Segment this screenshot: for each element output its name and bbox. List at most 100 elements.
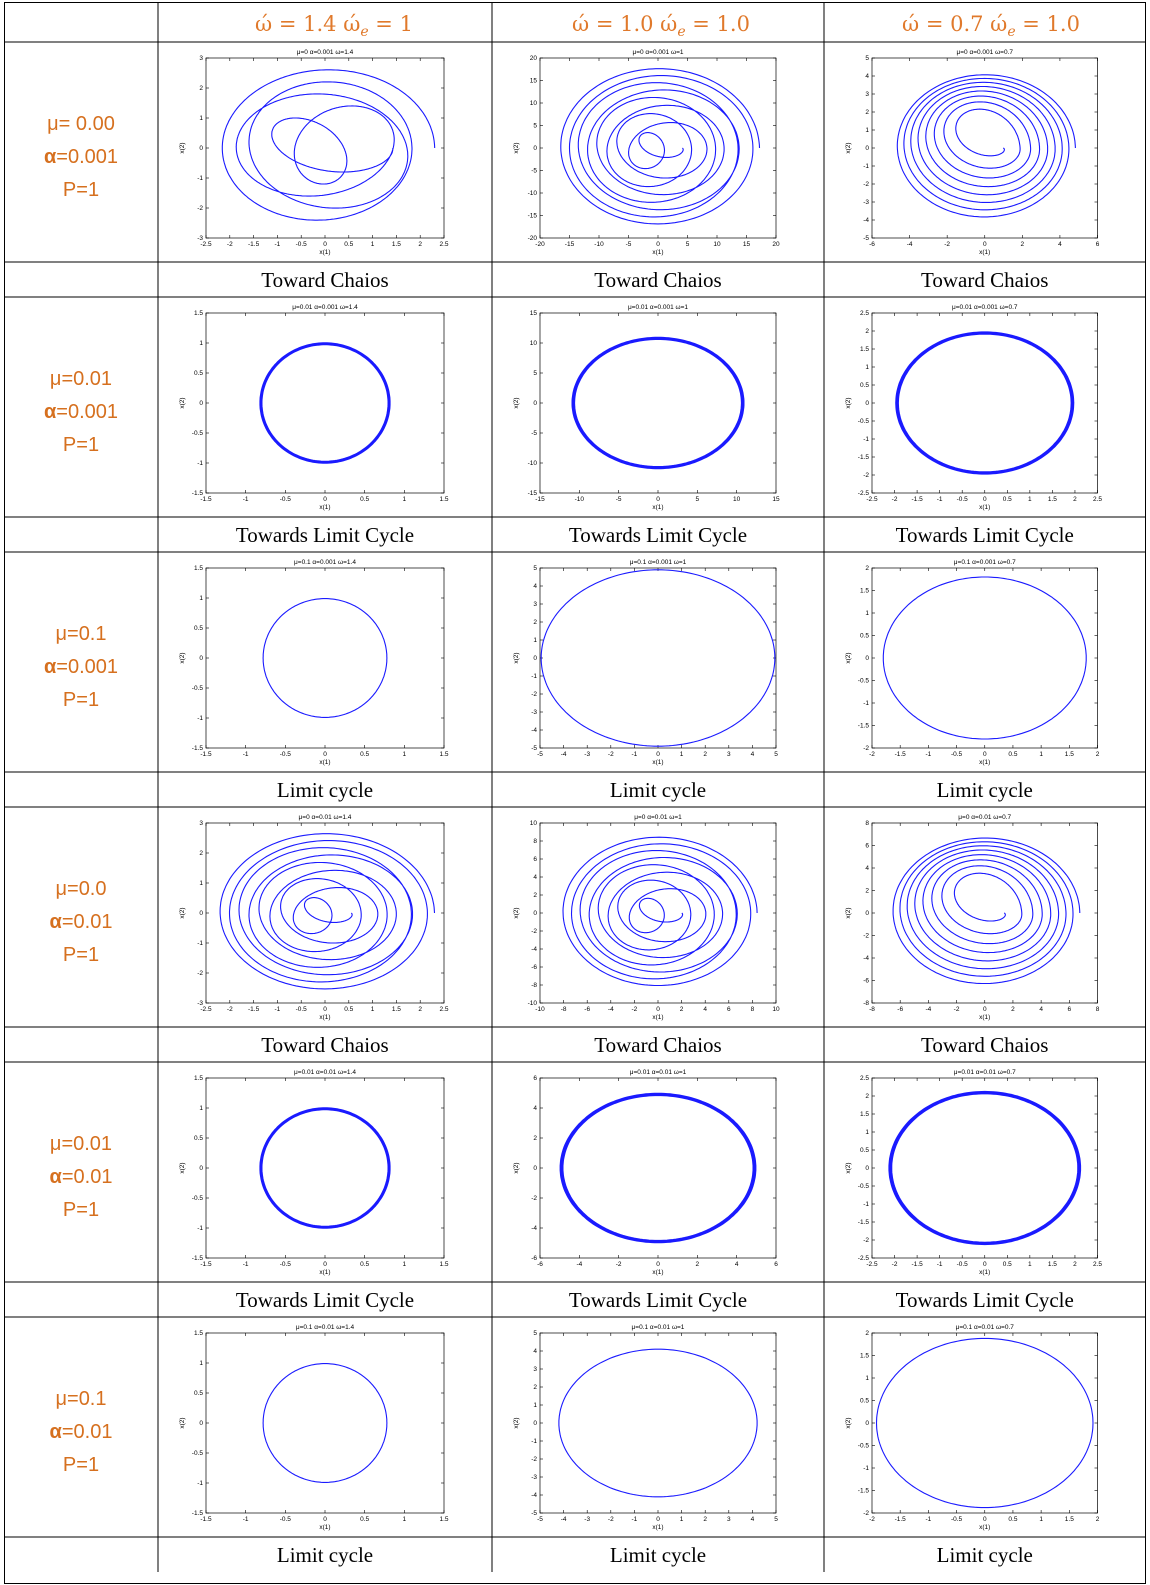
x-tick-label: 0 (323, 1261, 327, 1268)
behavior-caption: Limit cycle (277, 1543, 373, 1567)
y-tick-label: 1 (199, 1105, 203, 1112)
y-tick-label: -0.5 (192, 1195, 204, 1202)
header-col3: ώ = 0.7 ώe = 1.0 (902, 12, 1080, 40)
y-tick-label: -2 (531, 1195, 537, 1202)
y-tick-label: 1 (199, 1360, 203, 1367)
y-tick-label: -2 (863, 1237, 869, 1244)
x-tick-label: -0.5 (951, 1516, 963, 1523)
y-tick-label: 3 (533, 601, 537, 608)
x-tick-label: -0.5 (957, 1261, 969, 1268)
alpha-value: =0.001 (56, 656, 118, 678)
y-tick-label: -5 (531, 1510, 537, 1517)
x-tick-label: 2 (1011, 1006, 1015, 1013)
y-tick-label: 0 (199, 910, 203, 917)
x-tick-label: -0.5 (951, 751, 963, 758)
x-tick-label: 1.5 (1048, 1261, 1057, 1268)
y-axis-label: x(2) (179, 1162, 186, 1173)
trajectory-curve (896, 74, 1076, 218)
row-label-alpha: α=0.001 (44, 656, 118, 678)
header-col1: ώ = 1.4 ώe = 1 (255, 12, 413, 40)
x-tick-label: -2.5 (200, 241, 212, 248)
y-tick-label: -2 (863, 1510, 869, 1517)
y-tick-label: -1 (197, 715, 203, 722)
phase-plot: μ=0.01 α=0.01 ω=1 -6 -4 -2 0 2 4 6 -6 -4 -2 0 2 4 6 x(1… (513, 1069, 778, 1276)
y-tick-label: 2 (865, 109, 869, 116)
x-axis-label: x(1) (652, 1269, 663, 1276)
plot-title: μ=0.01 α=0.001 ω=1.4 (292, 304, 358, 311)
y-tick-label: -5 (531, 430, 537, 437)
x-tick-label: -2 (227, 241, 233, 248)
y-tick-label: 2.5 (860, 310, 869, 317)
y-tick-label: -1.5 (858, 1219, 870, 1226)
alpha-value: =0.001 (56, 146, 118, 168)
y-tick-label: -1.5 (858, 454, 870, 461)
x-tick-label: 0.5 (344, 241, 353, 248)
alpha-value: =0.001 (56, 401, 118, 423)
x-tick-label: 0 (656, 751, 660, 758)
phase-plot: μ=0.1 α=0.001 ω=1.4 -1.5 -1 -0.5 0 0.5 1 1.5 -1.… (179, 559, 449, 766)
y-tick-label: -2.5 (858, 490, 870, 497)
y-tick-label: -5 (531, 745, 537, 752)
behavior-caption: Toward Chaios (921, 268, 1048, 292)
x-axis-label: x(1) (319, 1524, 330, 1531)
y-tick-label: -6 (531, 964, 537, 971)
plot-title: μ=0 α=0.01 ω=0.7 (958, 814, 1011, 821)
row-label-p: P=1 (63, 689, 99, 711)
phase-plot: μ=0.1 α=0.001 ω=1 -5 -4 -3 -2 -1 0 1 2 3 4 5 -5 -4 -3 -… (513, 559, 778, 766)
x-tick-label: 1.5 (1048, 496, 1057, 503)
x-tick-label: 0 (323, 241, 327, 248)
x-tick-label: 0 (323, 496, 327, 503)
y-tick-label: 1 (199, 340, 203, 347)
x-tick-label: -1.5 (200, 751, 212, 758)
plot-title: μ=0 α=0.01 ω=1 (634, 814, 682, 821)
x-tick-label: -0.5 (280, 1261, 292, 1268)
y-tick-label: 10 (530, 820, 538, 827)
y-tick-label: 1.5 (194, 1330, 203, 1337)
x-tick-label: -0.5 (280, 1516, 292, 1523)
y-tick-label: 0 (199, 400, 203, 407)
x-tick-label: -2 (869, 751, 875, 758)
plot-axes-box (871, 567, 1098, 749)
x-tick-label: 6 (1096, 241, 1100, 248)
y-axis-label: x(2) (845, 652, 852, 663)
y-tick-label: -5 (531, 168, 537, 175)
x-tick-label: 1.5 (392, 241, 401, 248)
y-tick-label: 0 (533, 400, 537, 407)
x-tick-label: 0 (983, 751, 987, 758)
y-tick-label: -1.5 (192, 490, 204, 497)
plot-title: μ=0.01 α=0.01 ω=1.4 (294, 1069, 356, 1076)
behavior-caption: Towards Limit Cycle (569, 523, 747, 547)
x-tick-label: 0.5 (1008, 1516, 1017, 1523)
trajectory-curve (259, 1107, 391, 1229)
y-tick-label: -8 (863, 1000, 869, 1007)
x-tick-label: -1 (275, 241, 281, 248)
y-tick-label: -3 (531, 709, 537, 716)
plot-title: μ=0.1 α=0.01 ω=0.7 (956, 1324, 1015, 1331)
x-axis-label: x(1) (979, 1269, 990, 1276)
x-axis-label: x(1) (652, 1524, 663, 1531)
y-tick-label: -1 (197, 1225, 203, 1232)
table-row: μ=0.0 α=0.01 P=1 μ=0 α=0.01 ω=1.4 -2.5 -2 -1.5… (50, 814, 1100, 1057)
y-tick-label: 0 (533, 1420, 537, 1427)
x-tick-label: 0 (983, 1261, 987, 1268)
x-tick-label: -2.5 (200, 1006, 212, 1013)
x-tick-label: 4 (735, 1261, 739, 1268)
y-tick-label: -15 (528, 490, 538, 497)
y-tick-label: 0 (199, 145, 203, 152)
behavior-caption: Toward Chaios (261, 268, 388, 292)
x-axis-label: x(1) (979, 249, 990, 256)
behavior-caption: Limit cycle (610, 778, 706, 802)
x-tick-label: 2 (703, 751, 707, 758)
x-tick-label: -5 (537, 751, 543, 758)
x-tick-label: -2 (632, 1006, 638, 1013)
trajectory-curve (219, 833, 436, 990)
x-tick-label: 0.5 (360, 496, 369, 503)
row-label-p: P=1 (63, 179, 99, 201)
phase-plot: μ=0 α=0.01 ω=1 -10 -8 -6 -4 -2 0 2 4 6 8 10 -10 -8 -6 -… (513, 814, 780, 1021)
x-tick-label: -1 (275, 1006, 281, 1013)
trajectory-curve (875, 1337, 1094, 1509)
x-tick-label: 4 (703, 1006, 707, 1013)
x-tick-label: 0 (983, 1516, 987, 1523)
behavior-caption: Towards Limit Cycle (569, 1288, 747, 1312)
